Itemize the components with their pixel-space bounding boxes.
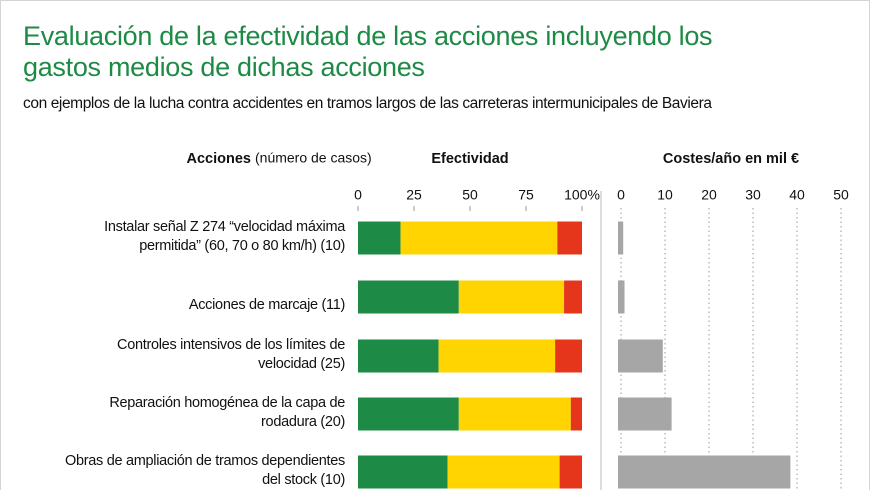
bar-segment [400,221,558,255]
category-header: Acciones [187,151,251,167]
bar-segment [555,339,582,373]
bar [618,280,625,314]
x-tick-label: 50 [833,187,849,203]
x-tick-label: 100% [564,187,600,203]
bar-segment [447,455,560,489]
category-header-note: (número de casos) [255,150,372,166]
chart-title: Evaluación de la efectividad de las acci… [23,21,713,82]
chart-subtitle: con ejemplos de la lucha contra accident… [23,95,712,112]
x-tick-label: 30 [745,187,761,203]
bar-segment [358,397,459,431]
bar [618,221,624,255]
axis-title: Costes/año en mil € [663,151,799,167]
category-label: Acciones de marcaje (11) [188,296,345,313]
x-tick-label: 50 [462,187,478,203]
x-tick-label: 0 [617,187,625,203]
bar-segment [358,221,401,255]
x-tick-label: 40 [789,187,805,203]
bar-segment [557,221,582,255]
bar-segment [458,397,571,431]
bar [618,339,663,373]
bar-segment [564,280,582,314]
category-label: Obras de ampliación de tramos dependient… [65,452,345,488]
x-tick-label: 10 [657,187,673,203]
bar-segment [438,339,556,373]
bar-segment [458,280,565,314]
bar-segment [559,455,582,489]
x-tick-label: 25 [406,187,422,203]
x-tick-label: 20 [701,187,717,203]
category-label: Reparación homogénea de la capa de rodad… [109,394,345,430]
bar-segment [358,339,439,373]
axis-title: Efectividad [431,151,508,167]
bar-segment [358,280,459,314]
bar [618,397,672,431]
x-tick-label: 0 [354,187,362,203]
category-label: Instalar señal Z 274 “velocidad máxima p… [104,218,345,254]
category-label: Controles intensivos de los límites de v… [117,336,345,372]
bar-segment [570,397,582,431]
bar [618,455,791,489]
bar-segment [358,455,448,489]
x-tick-label: 75 [518,187,534,203]
